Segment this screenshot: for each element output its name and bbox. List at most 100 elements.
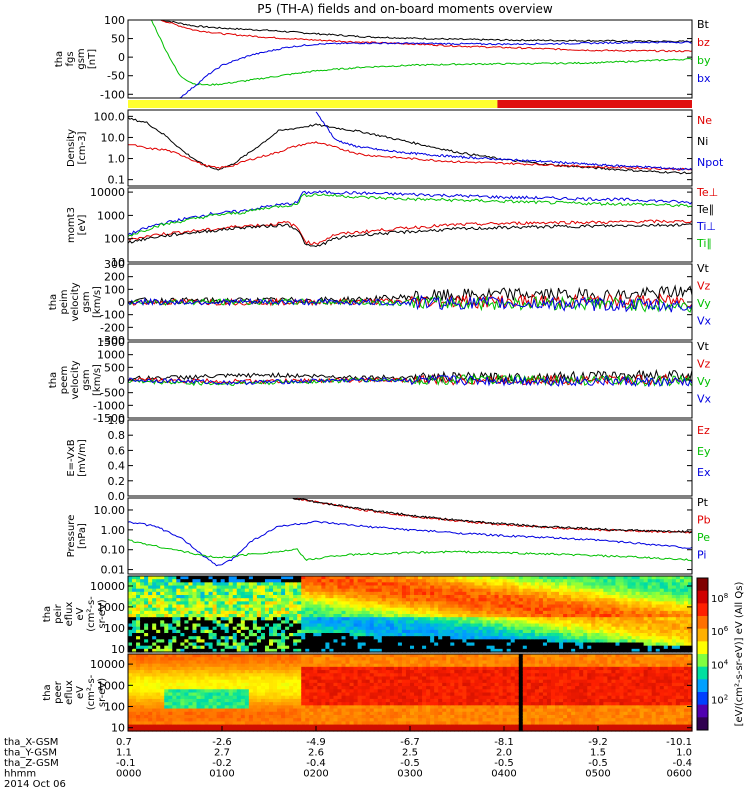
spectrogram-cell <box>349 588 355 593</box>
spectrogram-cell <box>595 610 600 615</box>
spectrogram-cell <box>619 607 625 612</box>
spectrogram-cell <box>236 727 242 732</box>
spectrogram-cell <box>196 623 202 628</box>
spectrogram-cell <box>623 626 629 631</box>
spectrogram-cell <box>635 648 641 653</box>
spectrogram-cell <box>534 607 540 612</box>
spectrogram-cell <box>240 686 246 690</box>
spectrogram-cell <box>236 598 242 602</box>
spectrogram-cell <box>337 676 343 681</box>
spectrogram-cell <box>168 657 173 662</box>
spectrogram-cell <box>132 639 137 644</box>
spectrogram-cell <box>256 576 262 580</box>
spectrogram-cell <box>176 614 181 618</box>
spectrogram-cell <box>260 610 266 615</box>
spectrogram-cell <box>434 576 439 580</box>
spectrogram-cell <box>224 604 230 609</box>
spectrogram-cell <box>349 670 355 674</box>
spectrogram-cell <box>615 645 621 650</box>
spectrogram-cell <box>232 576 238 580</box>
spectrogram-cell <box>269 705 274 710</box>
spectrogram-cell <box>341 692 347 697</box>
spectrogram-cell <box>317 617 322 621</box>
spectrogram-cell <box>260 648 266 653</box>
spectrogram-cell <box>192 645 198 650</box>
spectrogram-cell <box>204 620 210 625</box>
spectrogram-cell <box>357 670 363 674</box>
spectrogram-cell <box>389 620 395 625</box>
spectrogram-cell <box>264 607 270 612</box>
spectrogram-cell <box>244 692 250 697</box>
spectrogram-cell <box>329 702 335 706</box>
spectrogram-cell <box>631 636 637 640</box>
spectrogram-cell <box>623 604 629 609</box>
spectrogram-cell <box>273 626 278 631</box>
spectrogram-cell <box>458 604 463 609</box>
spectrogram-cell <box>530 610 536 615</box>
spectrogram-cell <box>575 633 580 637</box>
spectrogram-cell <box>514 607 520 612</box>
spectrogram-cell <box>128 610 133 615</box>
spectrogram-cell <box>538 623 544 628</box>
spectrogram-cell <box>232 579 238 583</box>
spectrogram-cell <box>140 673 145 678</box>
spectrogram-cell <box>442 629 447 634</box>
spectrogram-cell <box>244 670 250 674</box>
spectrogram-cell <box>595 585 600 590</box>
spectrogram-cell <box>341 585 347 590</box>
spectrogram-cell <box>555 623 560 628</box>
spectrogram-cell <box>405 639 411 644</box>
spectrogram-cell <box>204 588 210 593</box>
spectrogram-cell <box>450 610 455 615</box>
spectrogram-cell <box>240 727 246 732</box>
spectrogram-cell <box>466 607 472 612</box>
spectrogram-cell <box>212 607 218 612</box>
spectrogram-cell <box>422 579 427 583</box>
spectrogram-cell <box>345 708 351 713</box>
spectrogram-cell <box>132 679 137 684</box>
spectrogram-cell <box>675 588 681 593</box>
spectrogram-cell <box>136 610 141 615</box>
spectrogram-cell <box>563 648 568 653</box>
spectrogram-cell <box>192 629 198 634</box>
spectrogram-cell <box>385 633 391 637</box>
spectrogram-cell <box>128 686 133 690</box>
spectrogram-cell <box>623 623 629 628</box>
spectrogram-cell <box>180 711 185 716</box>
spectrogram-cell <box>188 698 194 703</box>
spectrogram-cell <box>405 648 411 653</box>
spectrogram-cell <box>200 679 206 684</box>
spectrogram-cell <box>381 620 387 625</box>
spectrogram-cell <box>277 682 282 687</box>
spectrogram-cell <box>381 579 387 583</box>
spectrogram-cell <box>458 591 463 596</box>
spectrogram-cell <box>494 610 500 615</box>
spectrogram-cell <box>518 614 524 618</box>
spectrogram-cell <box>180 663 185 668</box>
spectrogram-cell <box>341 614 347 618</box>
spectrogram-cell <box>377 686 383 690</box>
spectrogram-cell <box>293 604 298 609</box>
spectrogram-cell <box>381 601 387 606</box>
spectrogram-cell <box>647 591 653 596</box>
spectrogram-cell <box>426 633 431 637</box>
spectrogram-cell <box>309 711 314 716</box>
spectrogram-cell <box>293 620 298 625</box>
spectrogram-cell <box>140 648 145 653</box>
spectrogram-cell <box>152 657 157 662</box>
spectrogram-cell <box>329 670 335 674</box>
spectrogram-cell <box>188 702 194 706</box>
spectrogram-cell <box>164 695 169 700</box>
spectrogram-cell <box>474 610 480 615</box>
spectrogram-cell <box>414 645 419 650</box>
spectrogram-cell <box>248 724 254 729</box>
spectrogram-cell <box>160 629 165 634</box>
spectrogram-cell <box>639 582 645 587</box>
spectrogram-cell <box>474 645 480 650</box>
spectrogram-cell <box>623 579 629 583</box>
spectrogram-cell <box>389 588 395 593</box>
spectrogram-cell <box>289 698 294 703</box>
spectrogram-cell <box>212 626 218 631</box>
spectrogram-cell <box>200 698 206 703</box>
spectrogram-cell <box>454 598 459 602</box>
